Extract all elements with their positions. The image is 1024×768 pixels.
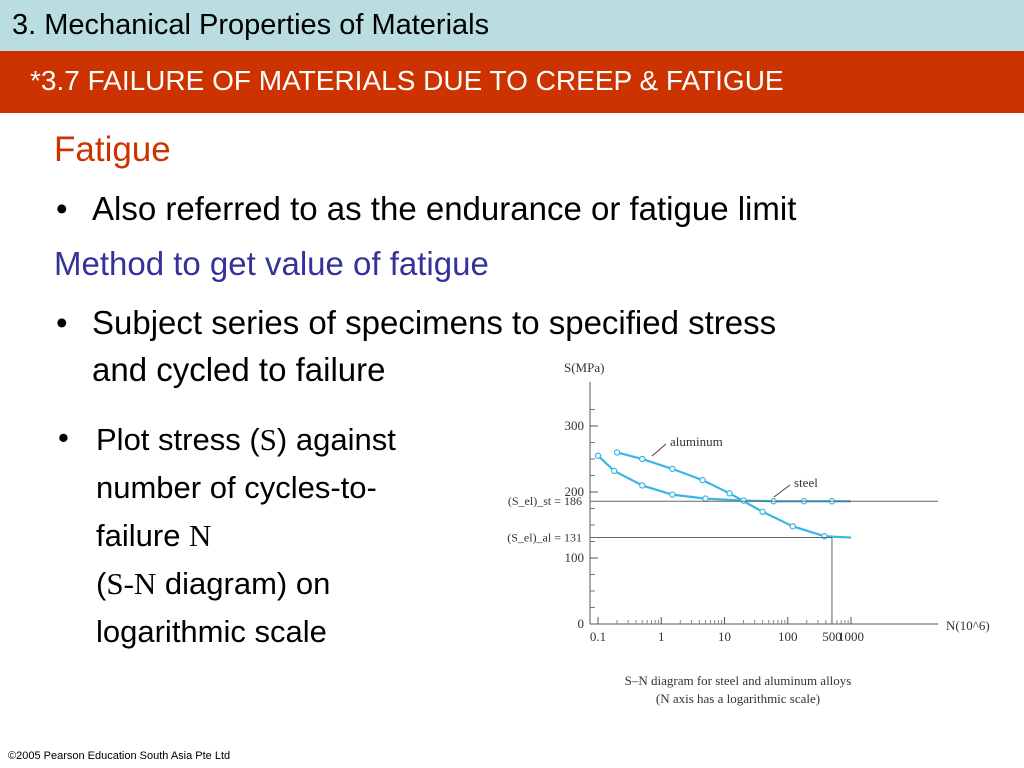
series-label-leader (773, 484, 791, 498)
copyright-footer: ©2005 Pearson Education South Asia Pte L… (8, 750, 231, 762)
y-tick-label: 0 (578, 616, 585, 631)
x-tick-label: 1 (658, 629, 665, 644)
data-point-steel (610, 467, 618, 475)
series-label-steel: steel (794, 475, 818, 490)
x-tick-label: 500 (822, 629, 842, 644)
y-tick-label: 100 (565, 550, 585, 565)
data-point-aluminum (613, 449, 621, 456)
chart-caption-line2: (N axis has a logarithmic scale) (656, 691, 820, 706)
data-point-aluminum (726, 490, 733, 497)
bullet-specimens-line1: Subject series of specimens to specified… (92, 304, 777, 341)
section-title-bar: *3.7 FAILURE OF MATERIALS DUE TO CREEP &… (0, 51, 1024, 113)
data-point-aluminum (699, 476, 706, 484)
x-tick-label: 100 (778, 629, 798, 644)
method-subheading: Method to get value of fatigue (54, 245, 489, 282)
x-axis-label: N(10^6) (946, 618, 990, 633)
data-point-steel (639, 482, 646, 489)
bullet-plot-line1: Plot stress (S) against (96, 422, 396, 457)
bullet-plot-line3: failure N (96, 518, 212, 553)
course-title: 3. Mechanical Properties of Materials (12, 9, 490, 41)
topic-heading: Fatigue (54, 130, 171, 169)
bullet-plot-line2: number of cycles-to- (96, 470, 377, 505)
chart-caption-line1: S–N diagram for steel and aluminum alloy… (625, 673, 852, 688)
data-point-aluminum (639, 455, 646, 463)
bullet-dot: • (56, 190, 68, 227)
data-point-aluminum (759, 508, 766, 515)
x-tick-label: 0.1 (590, 629, 606, 644)
data-point-steel (669, 491, 676, 498)
course-header-bar: 3. Mechanical Properties of Materials (0, 0, 1024, 51)
data-point-aluminum (669, 465, 676, 473)
bullet-dot: • (56, 304, 68, 341)
endurance-limit-label: (S_el)_st = 186 (508, 494, 582, 508)
series-label-leader (651, 443, 667, 457)
x-tick-label: 1000 (838, 629, 864, 644)
data-point-aluminum (789, 523, 796, 530)
bullet-specimens-line2: and cycled to failure (92, 351, 386, 388)
data-point-steel (740, 497, 747, 504)
bullet-endurance-limit: Also referred to as the endurance or fat… (92, 190, 797, 227)
data-point-steel (702, 495, 709, 502)
y-tick-label: 300 (565, 418, 585, 433)
series-line-aluminum (616, 451, 852, 539)
data-point-steel (594, 452, 602, 459)
bullet-dot: • (58, 420, 69, 455)
y-tick-label: 200 (565, 484, 585, 499)
section-title: *3.7 FAILURE OF MATERIALS DUE TO CREEP &… (30, 65, 784, 96)
endurance-limit-label: (S_el)_al = 131 (507, 531, 582, 545)
x-tick-label: 10 (718, 629, 731, 644)
series-label-aluminum: aluminum (670, 434, 723, 449)
bullet-plot-line4: (S-N diagram) on (96, 566, 331, 601)
y-axis-label: S(MPa) (564, 360, 604, 375)
bullet-plot-line5: logarithmic scale (96, 614, 327, 649)
